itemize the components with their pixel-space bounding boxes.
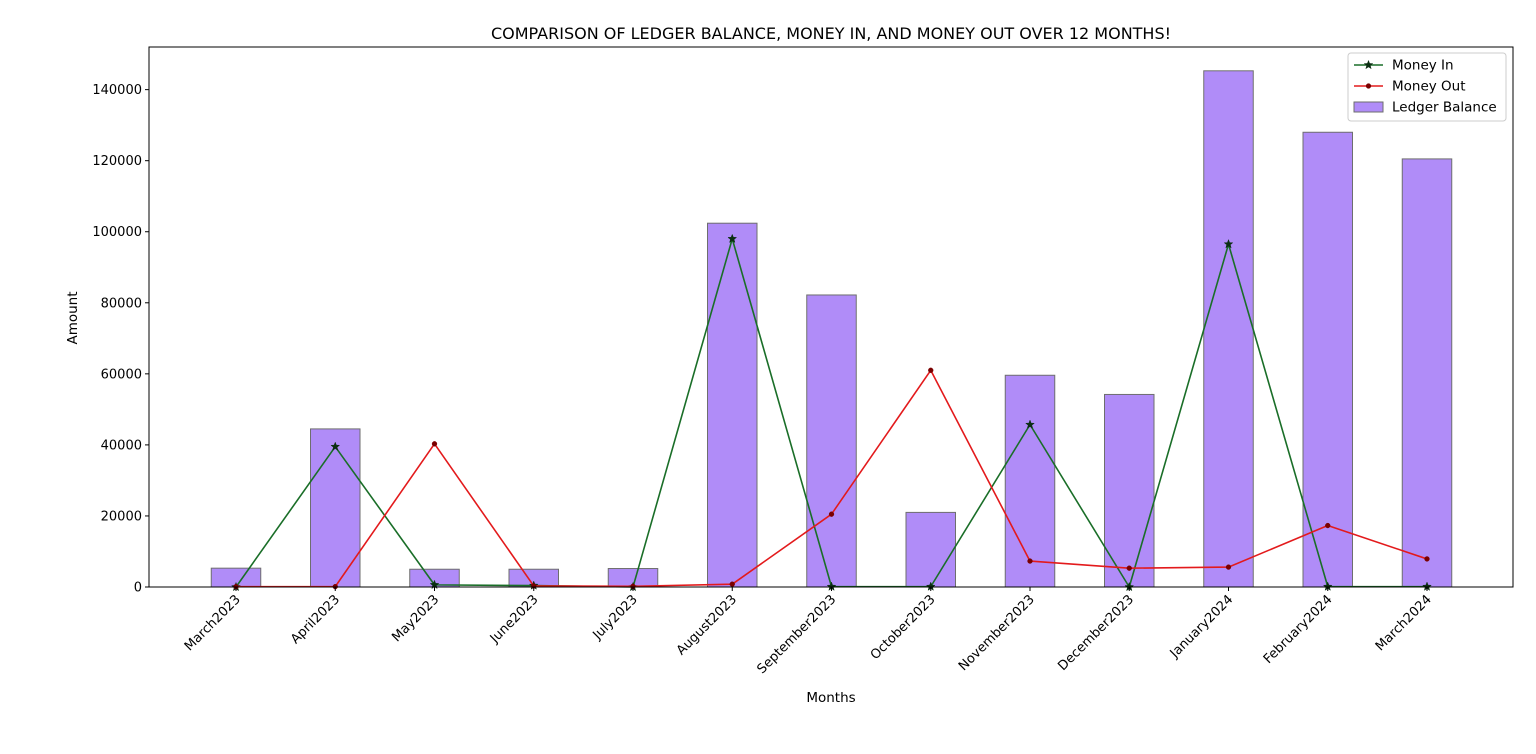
y-tick-label: 100000 <box>92 225 142 240</box>
y-tick-label: 20000 <box>101 509 142 524</box>
point-money-out <box>729 581 735 587</box>
x-tick-label: March2023 <box>182 592 244 654</box>
chart-title: COMPARISON OF LEDGER BALANCE, MONEY IN, … <box>491 24 1171 43</box>
legend-bar-swatch <box>1353 101 1384 113</box>
point-money-out <box>928 367 934 373</box>
point-money-in <box>1223 238 1234 249</box>
x-tick-label: April2023 <box>288 592 343 647</box>
y-tick-label: 140000 <box>92 83 142 98</box>
point-money-out <box>431 441 438 447</box>
bar-ledger-balance <box>806 294 857 588</box>
legend-box <box>1347 52 1507 122</box>
x-tick-label: August2023 <box>674 592 740 658</box>
point-money-out <box>1225 564 1232 570</box>
x-tick-label: October2023 <box>868 592 939 663</box>
x-tick-label: March2024 <box>1373 592 1435 654</box>
point-money-in <box>330 441 341 451</box>
legend-label: Money In <box>1392 58 1454 74</box>
x-axis-title: Months <box>806 690 855 706</box>
point-money-out <box>1126 565 1132 571</box>
x-tick-label: December2023 <box>1055 592 1137 674</box>
legend-label: Ledger Balance <box>1392 100 1497 116</box>
legend-label: Money Out <box>1392 79 1466 95</box>
legend-item-money-in: Money In <box>1354 58 1454 74</box>
legend: Money In Money Out Ledger Balance <box>1347 52 1507 122</box>
y-tick-label: 60000 <box>101 367 142 382</box>
bar-ledger-balance <box>1004 374 1056 588</box>
bar-ledger-balance <box>1203 70 1254 588</box>
x-tick-label: February2024 <box>1261 592 1336 667</box>
y-axis-title: Amount <box>65 291 81 344</box>
y-tick-label: 80000 <box>101 296 142 311</box>
legend-marker <box>1363 59 1374 70</box>
bar-ledger-balance <box>310 428 361 588</box>
bars-layer <box>210 70 1453 588</box>
x-tick-label: July2023 <box>590 592 641 643</box>
x-tick-label: June2023 <box>487 592 542 647</box>
bar-ledger-balance <box>1401 158 1453 588</box>
y-tick-label: 0 <box>134 581 142 596</box>
y-tick-label: 120000 <box>92 154 142 169</box>
point-money-out <box>828 511 835 517</box>
bar-ledger-balance <box>1302 131 1353 588</box>
legend-item-money-out: Money Out <box>1354 79 1466 95</box>
y-tick-label: 40000 <box>101 438 142 453</box>
x-tick-label: September2023 <box>755 592 840 677</box>
point-money-out <box>1424 556 1430 562</box>
legend-item-ledger-balance: Ledger Balance <box>1353 100 1497 116</box>
x-tick-label: January2024 <box>1167 592 1237 662</box>
point-money-out <box>1325 522 1331 529</box>
y-axis: 0 20000 40000 60000 80000 100000 120000 140000 <box>92 83 149 596</box>
bar-ledger-balance <box>707 222 758 588</box>
legend-marker <box>1365 83 1372 89</box>
point-money-in <box>727 233 738 244</box>
x-axis: March2023 April2023 May2023 June2023 July202… <box>182 587 1435 677</box>
point-money-out <box>1027 558 1033 564</box>
x-tick-label: November2023 <box>956 592 1038 674</box>
x-tick-label: May2023 <box>389 592 442 645</box>
point-money-in <box>1025 419 1035 429</box>
bar-ledger-balance <box>905 511 956 588</box>
bar-ledger-balance <box>1104 393 1155 588</box>
